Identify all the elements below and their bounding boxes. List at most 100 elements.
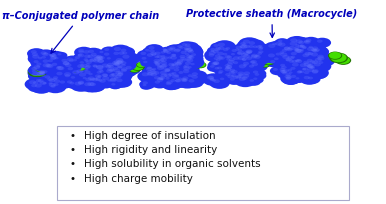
Circle shape — [286, 73, 291, 76]
Circle shape — [173, 57, 192, 68]
Circle shape — [50, 57, 56, 60]
Circle shape — [308, 67, 329, 79]
Circle shape — [158, 62, 177, 73]
Circle shape — [242, 76, 247, 80]
Circle shape — [44, 52, 48, 55]
Circle shape — [287, 73, 305, 83]
Circle shape — [229, 48, 244, 57]
Circle shape — [117, 73, 123, 76]
Circle shape — [192, 72, 198, 76]
Circle shape — [255, 73, 259, 76]
Circle shape — [83, 74, 105, 86]
Circle shape — [297, 43, 311, 51]
Circle shape — [308, 47, 328, 58]
Circle shape — [94, 69, 108, 78]
Circle shape — [301, 39, 314, 46]
Circle shape — [171, 72, 176, 75]
Circle shape — [113, 60, 120, 64]
Circle shape — [74, 47, 93, 58]
Circle shape — [36, 62, 42, 65]
Circle shape — [329, 52, 341, 59]
Circle shape — [85, 66, 90, 69]
Circle shape — [118, 52, 140, 65]
Circle shape — [300, 74, 319, 85]
Circle shape — [318, 61, 323, 64]
Circle shape — [237, 72, 244, 75]
Circle shape — [304, 63, 321, 73]
Circle shape — [300, 69, 318, 79]
Circle shape — [306, 64, 313, 68]
Circle shape — [308, 46, 313, 48]
Circle shape — [280, 44, 299, 55]
Circle shape — [152, 64, 175, 76]
Circle shape — [247, 58, 266, 69]
Circle shape — [161, 55, 165, 58]
Circle shape — [35, 84, 42, 88]
Circle shape — [296, 49, 303, 53]
Circle shape — [252, 62, 258, 66]
Circle shape — [28, 50, 47, 62]
Circle shape — [177, 45, 183, 48]
Circle shape — [331, 53, 347, 62]
Circle shape — [30, 59, 46, 68]
Circle shape — [171, 63, 176, 66]
Circle shape — [240, 44, 247, 49]
Circle shape — [94, 57, 101, 61]
Circle shape — [80, 68, 100, 80]
Circle shape — [74, 70, 97, 83]
Circle shape — [232, 73, 250, 84]
Circle shape — [180, 46, 203, 59]
Circle shape — [188, 55, 193, 58]
Circle shape — [114, 69, 132, 79]
Circle shape — [184, 64, 189, 67]
Circle shape — [236, 51, 259, 63]
Circle shape — [38, 79, 44, 83]
Circle shape — [291, 57, 312, 69]
Circle shape — [33, 61, 50, 70]
Circle shape — [171, 79, 176, 82]
Circle shape — [74, 82, 81, 85]
Circle shape — [225, 47, 230, 50]
Circle shape — [97, 61, 119, 74]
Circle shape — [282, 72, 287, 74]
Circle shape — [148, 72, 153, 75]
Circle shape — [111, 75, 125, 83]
Circle shape — [47, 78, 53, 81]
Circle shape — [104, 63, 123, 74]
Circle shape — [32, 77, 49, 87]
Circle shape — [113, 71, 132, 82]
Circle shape — [275, 42, 283, 46]
Circle shape — [282, 69, 289, 73]
Circle shape — [188, 61, 201, 69]
Circle shape — [49, 83, 56, 87]
Circle shape — [67, 58, 73, 61]
Circle shape — [284, 75, 291, 79]
Circle shape — [217, 67, 222, 69]
Circle shape — [291, 46, 308, 56]
Circle shape — [117, 61, 123, 64]
Circle shape — [148, 52, 163, 60]
Circle shape — [222, 65, 237, 74]
Circle shape — [212, 79, 216, 82]
Circle shape — [63, 55, 82, 67]
Circle shape — [178, 41, 195, 51]
Circle shape — [284, 47, 291, 50]
Circle shape — [84, 53, 103, 63]
Circle shape — [310, 56, 332, 68]
Circle shape — [41, 74, 46, 77]
Circle shape — [79, 70, 84, 72]
Circle shape — [182, 76, 188, 80]
Circle shape — [164, 61, 184, 72]
Circle shape — [47, 64, 54, 68]
Circle shape — [222, 63, 241, 75]
Circle shape — [313, 53, 334, 64]
Circle shape — [150, 52, 157, 55]
Circle shape — [213, 50, 233, 61]
Circle shape — [169, 52, 182, 60]
Circle shape — [152, 68, 156, 70]
Circle shape — [286, 76, 292, 79]
Circle shape — [178, 78, 182, 80]
Circle shape — [79, 73, 86, 77]
Circle shape — [273, 51, 288, 60]
Circle shape — [217, 52, 223, 55]
